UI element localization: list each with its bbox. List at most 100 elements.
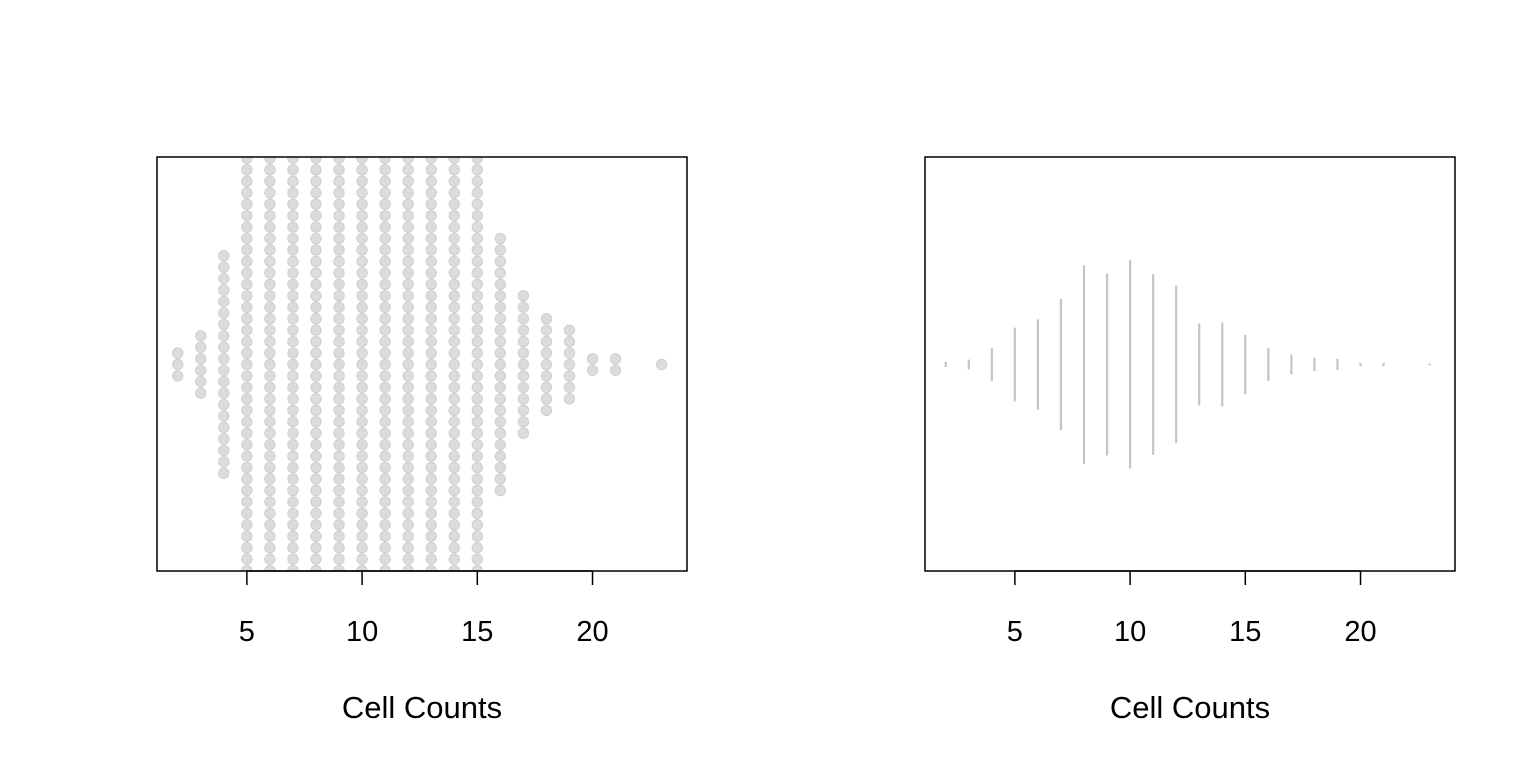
data-point [517, 404, 530, 416]
data-point [471, 461, 484, 474]
data-point [426, 600, 436, 610]
data-point [357, 130, 367, 140]
data-point [264, 381, 276, 394]
data-point [448, 404, 460, 416]
data-point [242, 107, 252, 117]
data-point [241, 450, 253, 462]
data-point [333, 301, 345, 313]
data-point [287, 187, 299, 199]
data-point [471, 175, 484, 188]
data-point [379, 438, 391, 451]
data-point [333, 427, 345, 439]
data-point [402, 496, 414, 508]
data-point [471, 209, 484, 222]
data-point [310, 519, 322, 531]
data-point [425, 416, 437, 428]
data-point [448, 175, 460, 188]
data-point [356, 278, 368, 291]
x-tick-label: 5 [1007, 616, 1023, 648]
data-point [471, 519, 484, 531]
data-point [448, 335, 460, 348]
data-point [287, 209, 299, 222]
data-point [402, 542, 414, 554]
data-point [425, 324, 437, 336]
data-point [218, 318, 230, 331]
data-point [311, 611, 321, 621]
data-point [494, 278, 507, 291]
data-point [334, 588, 344, 598]
data-point [310, 255, 322, 268]
data-point [356, 164, 368, 176]
data-point [333, 484, 345, 497]
data-point [218, 456, 230, 468]
data-point [448, 450, 460, 462]
data-point [426, 107, 436, 117]
data-point [356, 450, 368, 462]
data-point [264, 267, 276, 279]
data-point [425, 461, 437, 474]
data-point [310, 157, 322, 165]
data-point [379, 553, 391, 565]
data-point [241, 553, 253, 565]
data-point [517, 313, 530, 325]
data-point [425, 370, 437, 382]
data-point [333, 450, 345, 462]
data-point [334, 130, 344, 140]
data-point [241, 164, 253, 176]
data-point [379, 461, 391, 474]
data-point [356, 438, 368, 451]
data-point [540, 381, 553, 394]
data-point [310, 496, 322, 508]
data-point [288, 577, 298, 587]
data-point [449, 611, 459, 621]
data-point [310, 290, 322, 302]
data-point [448, 221, 460, 233]
data-point [218, 398, 230, 411]
data-point [287, 267, 299, 279]
data-point [425, 519, 437, 531]
x-tick-label: 5 [239, 616, 255, 648]
data-point [356, 473, 368, 485]
data-point [540, 324, 553, 336]
data-point [356, 507, 368, 520]
data-point [264, 301, 276, 313]
data-point [357, 600, 367, 610]
data-point [426, 611, 436, 621]
data-point [357, 107, 367, 117]
data-point [425, 209, 437, 222]
data-point [402, 164, 414, 176]
data-point [311, 142, 321, 152]
x-axis: 5 10 15 20 [1007, 570, 1377, 648]
data-point [448, 393, 460, 405]
data-point [517, 427, 530, 439]
data-point [425, 347, 437, 359]
data-point [310, 267, 322, 279]
data-point [264, 278, 276, 291]
data-point [310, 324, 322, 336]
line-strip-panel: 5 10 15 20 Cell Counts [924, 156, 1456, 725]
data-point [333, 232, 345, 245]
data-point [425, 278, 437, 291]
data-point [380, 588, 390, 598]
data-point [264, 393, 276, 405]
data-point [356, 267, 368, 279]
data-point [333, 324, 345, 336]
data-point [494, 347, 507, 359]
data-point [195, 353, 207, 365]
data-point [472, 130, 482, 140]
data-point [471, 187, 484, 199]
data-point [356, 255, 368, 268]
data-point [448, 187, 460, 199]
data-point [264, 313, 276, 325]
data-point [540, 358, 553, 371]
data-point [448, 473, 460, 485]
data-point [494, 335, 507, 348]
data-point [264, 358, 276, 371]
data-point [449, 142, 459, 152]
data-point [494, 370, 507, 382]
data-point [471, 484, 484, 497]
data-point [241, 404, 253, 416]
data-point [494, 381, 507, 394]
data-point [310, 553, 322, 565]
data-point [379, 358, 391, 371]
